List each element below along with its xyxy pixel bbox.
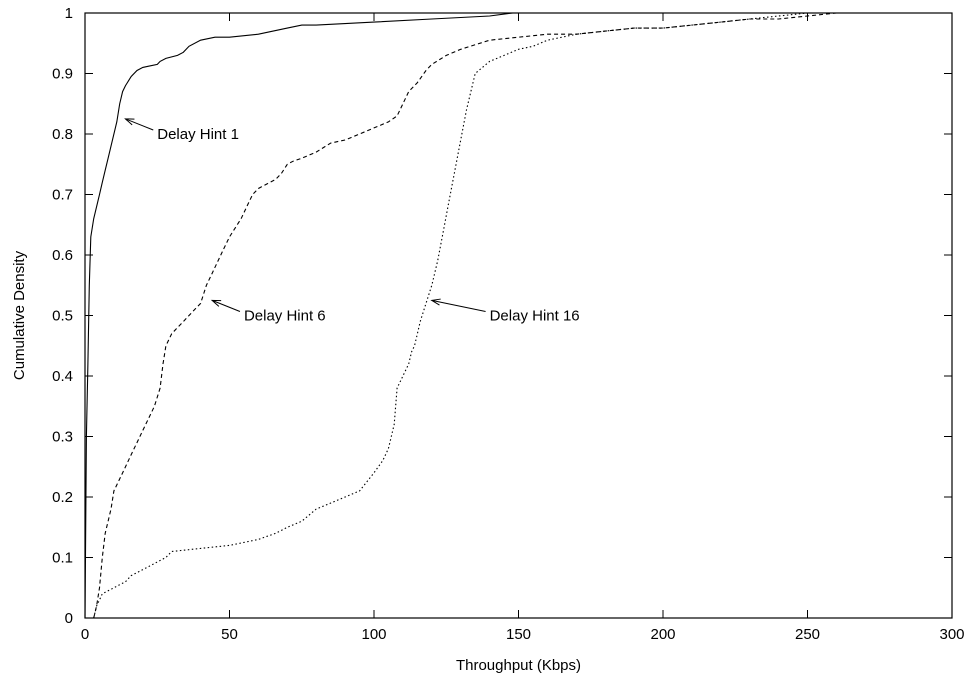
- y-tick-label: 0.9: [52, 66, 73, 83]
- y-tick-label: 1: [65, 5, 73, 22]
- series-line: [84, 12, 519, 619]
- y-tick-label: 0.8: [52, 126, 73, 143]
- x-tick-label: 200: [650, 626, 675, 643]
- axis-ticks: 0 50 100 150 200 250 300 0 0.1 0.2 0.3 0.4 0.5 0.6 0.7…: [52, 5, 964, 643]
- y-tick-label: 0.5: [52, 308, 73, 325]
- annotation-label: Delay Hint 16: [490, 308, 580, 325]
- y-tick-label: 0.7: [52, 187, 73, 204]
- annotation-arrowhead: [210, 299, 222, 307]
- annotation-arrow: [211, 299, 241, 312]
- annotations: Delay Hint 1 Delay Hint 6 Delay Hint 16: [124, 118, 580, 325]
- y-tick-label: 0.3: [52, 429, 73, 446]
- x-tick-label: 150: [506, 626, 531, 643]
- y-axis-label: Cumulative Density: [11, 250, 28, 380]
- annotation-label: Delay Hint 6: [244, 308, 326, 325]
- y-tick-label: 0.6: [52, 247, 73, 264]
- x-tick-label: 300: [939, 626, 964, 643]
- x-tick-label: 0: [81, 626, 89, 643]
- annotation-arrow: [125, 118, 154, 131]
- x-axis-label: Throughput (Kbps): [456, 657, 581, 674]
- x-tick-label: 250: [795, 626, 820, 643]
- y-tick-label: 0: [65, 610, 73, 627]
- annotation-label: Delay Hint 1: [157, 126, 239, 143]
- series-lines: [84, 12, 880, 619]
- series-line: [93, 12, 880, 619]
- y-tick-label: 0.4: [52, 368, 73, 385]
- annotation-arrowhead: [430, 298, 441, 306]
- series-line: [93, 12, 866, 619]
- x-tick-label: 100: [361, 626, 386, 643]
- annotation-arrowhead: [124, 118, 135, 126]
- x-tick-label: 50: [221, 626, 238, 643]
- annotation-arrow: [431, 299, 486, 312]
- y-tick-label: 0.1: [52, 550, 73, 567]
- plot-frame: [84, 12, 953, 619]
- y-tick-label: 0.2: [52, 489, 73, 506]
